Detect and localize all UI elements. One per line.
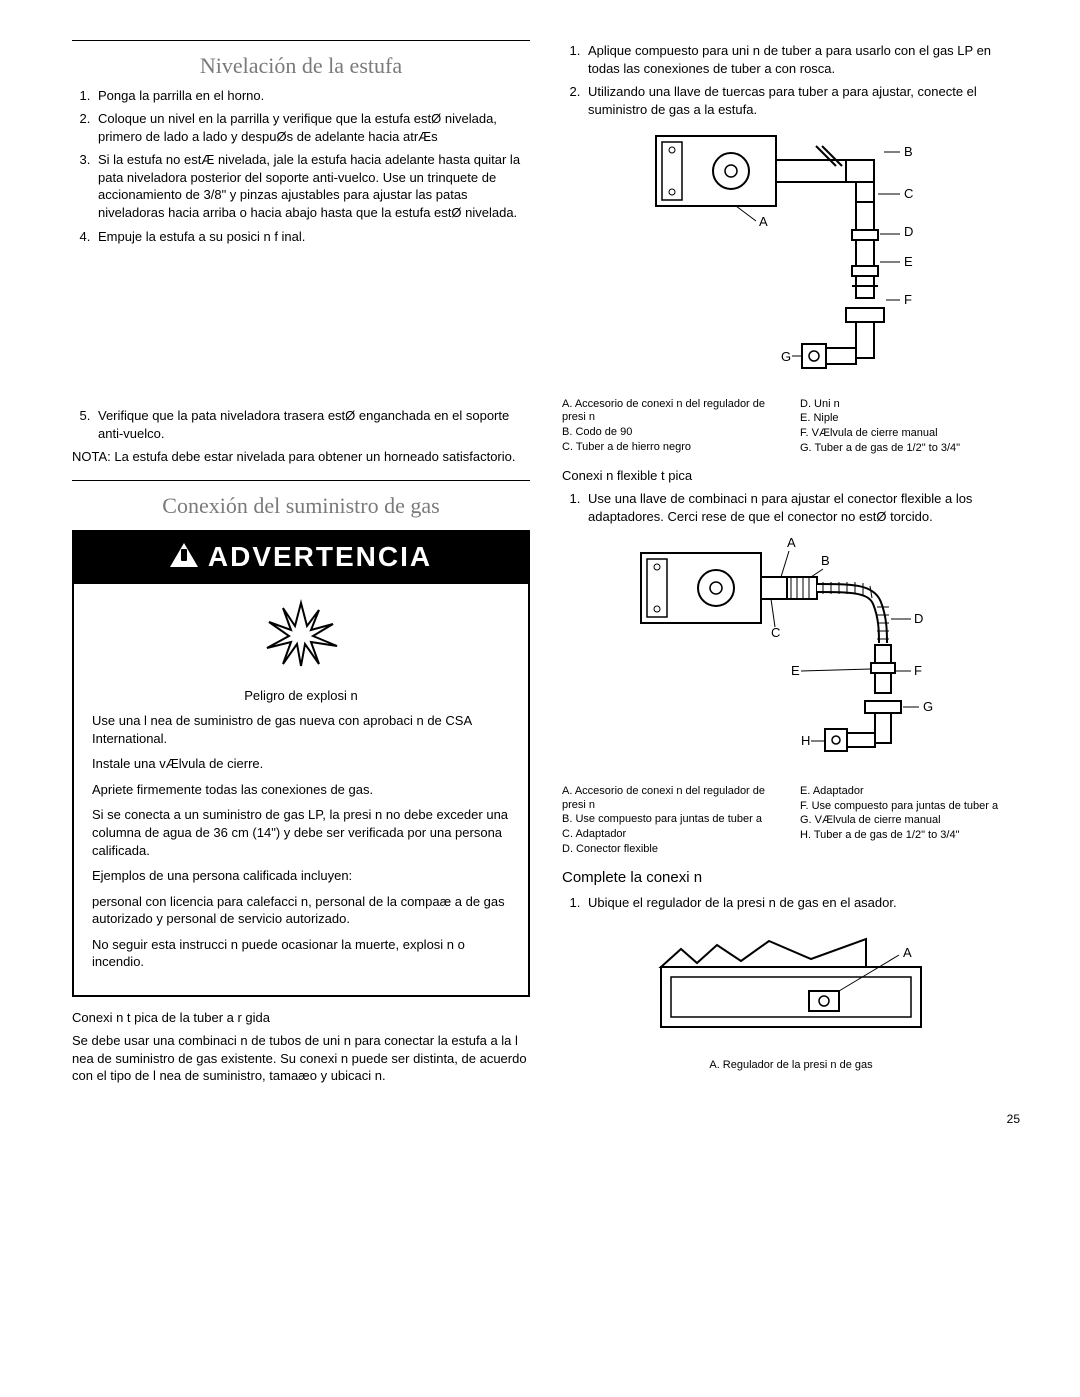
rule	[72, 480, 530, 481]
warning-text: No seguir esta instrucci n puede ocasion…	[92, 936, 510, 971]
label-A: A	[759, 214, 768, 229]
diagram3-caption: A. Regulador de la presi n de gas	[562, 1058, 1020, 1073]
flex-steps: Use una llave de combinaci n para ajusta…	[562, 490, 1020, 525]
svg-text:A: A	[787, 535, 796, 550]
flex-heading: Conexi n flexible t pica	[562, 467, 1020, 485]
svg-text:E: E	[791, 663, 800, 678]
legend-item: E. Adaptador	[800, 785, 1020, 799]
warning-text: Instale una vÆlvula de cierre.	[92, 755, 510, 773]
legend-item: F. Use compuesto para juntas de tuber a	[800, 800, 1020, 814]
figure-placeholder	[72, 251, 530, 401]
warning-triangle-icon	[170, 543, 198, 567]
diagram-rigid-connection: A B C D E F G	[562, 126, 1020, 391]
label-C: C	[904, 186, 913, 201]
list-item: Aplique compuesto para uni n de tuber a …	[584, 42, 1020, 77]
label-G: G	[781, 349, 791, 364]
list-item: Use una llave de combinaci n para ajusta…	[584, 490, 1020, 525]
warning-header: ADVERTENCIA	[74, 532, 528, 584]
list-item: Coloque un nivel en la parrilla y verifi…	[94, 110, 530, 145]
legend-item: G. Tuber a de gas de 1/2" to 3/4"	[800, 442, 1020, 456]
legend-item: F. VÆlvula de cierre manual	[800, 427, 1020, 441]
warning-body: Peligro de explosi n Use una l nea de su…	[74, 687, 528, 995]
warning-box: ADVERTENCIA Peligro de explosi n Use una…	[72, 530, 530, 996]
legend-item: G. VÆlvula de cierre manual	[800, 814, 1020, 828]
diagram-regulator-location: A A. Regulador de la presi n de gas	[562, 919, 1020, 1072]
warning-text: personal con licencia para calefacci n, …	[92, 893, 510, 928]
svg-text:A: A	[903, 945, 912, 960]
explosion-icon	[74, 584, 528, 679]
leveling-steps-cont: Verifique que la pata niveladora trasera…	[72, 407, 530, 442]
page-number: 25	[72, 1111, 1020, 1127]
rigid-heading: Conexi n t pica de la tuber a r gida	[72, 1009, 530, 1027]
list-item: Ubique el regulador de la presi n de gas…	[584, 894, 1020, 912]
label-E: E	[904, 254, 913, 269]
legend-item: E. Niple	[800, 412, 1020, 426]
legend-item: C. Adaptador	[562, 828, 782, 842]
legend-flex: A. Accesorio de conexi n del regulador d…	[562, 784, 1020, 858]
legend-item: C. Tuber a de hierro negro	[562, 441, 782, 455]
legend-rigid: A. Accesorio de conexi n del regulador d…	[562, 397, 1020, 457]
warning-title: ADVERTENCIA	[208, 538, 432, 576]
legend-item: B. Codo de 90	[562, 426, 782, 440]
warning-text: Apriete firmemente todas las conexiones …	[92, 781, 510, 799]
warning-text: Si se conecta a un suministro de gas LP,…	[92, 806, 510, 859]
complete-heading: Complete la conexi n	[562, 868, 1020, 888]
leveling-steps: Ponga la parrilla en el horno. Coloque u…	[72, 87, 530, 245]
legend-item: H. Tuber a de gas de 1/2" to 3/4"	[800, 829, 1020, 843]
list-item: Empuje la estufa a su posici n f inal.	[94, 228, 530, 246]
label-D: D	[904, 224, 913, 239]
svg-text:H: H	[801, 733, 810, 748]
rule	[72, 40, 530, 41]
list-item: Ponga la parrilla en el horno.	[94, 87, 530, 105]
nota-text: NOTA: La estufa debe estar nivelada para…	[72, 448, 530, 466]
warning-text: Ejemplos de una persona calificada inclu…	[92, 867, 510, 885]
warning-subhead: Peligro de explosi n	[92, 687, 510, 705]
svg-text:C: C	[771, 625, 780, 640]
label-F: F	[904, 292, 912, 307]
section-title-gas: Conexión del suministro de gas	[72, 491, 530, 521]
legend-item: A. Accesorio de conexi n del regulador d…	[562, 785, 782, 813]
section-title-leveling: Nivelación de la estufa	[72, 51, 530, 81]
legend-item: D. Conector flexible	[562, 843, 782, 857]
left-column: Nivelación de la estufa Ponga la parrill…	[72, 36, 530, 1091]
rigid-steps: Aplique compuesto para uni n de tuber a …	[562, 42, 1020, 118]
svg-text:D: D	[914, 611, 923, 626]
legend-item: D. Uni n	[800, 398, 1020, 412]
diagram-flex-connection: A B C D E F G H	[562, 533, 1020, 778]
rigid-body: Se debe usar una combinaci n de tubos de…	[72, 1032, 530, 1085]
svg-text:B: B	[821, 553, 830, 568]
list-item: Utilizando una llave de tuercas para tub…	[584, 83, 1020, 118]
list-item: Verifique que la pata niveladora trasera…	[94, 407, 530, 442]
svg-text:F: F	[914, 663, 922, 678]
legend-item: B. Use compuesto para juntas de tuber a	[562, 813, 782, 827]
legend-item: A. Accesorio de conexi n del regulador d…	[562, 398, 782, 426]
list-item: Si la estufa no estÆ nivelada, jale la e…	[94, 151, 530, 221]
label-B: B	[904, 144, 913, 159]
complete-steps: Ubique el regulador de la presi n de gas…	[562, 894, 1020, 912]
svg-text:G: G	[923, 699, 933, 714]
warning-text: Use una l nea de suministro de gas nueva…	[92, 712, 510, 747]
right-column: Aplique compuesto para uni n de tuber a …	[562, 36, 1020, 1091]
